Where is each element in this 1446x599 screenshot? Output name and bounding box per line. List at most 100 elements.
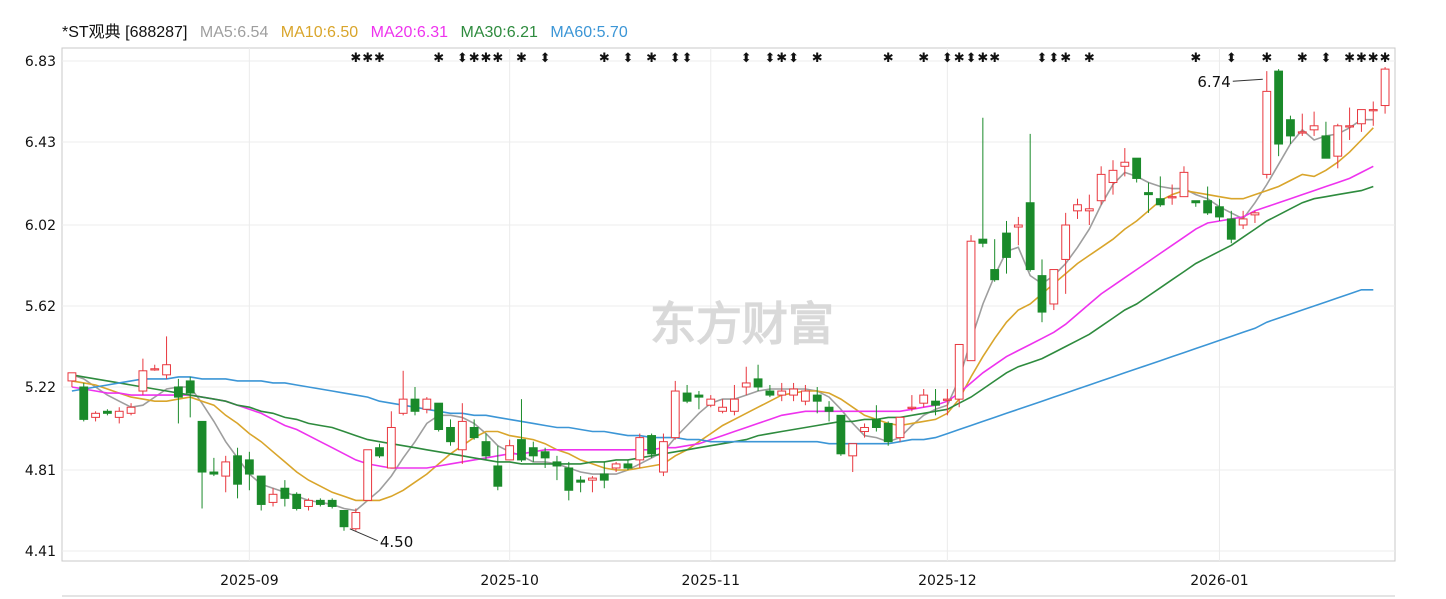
event-marker: ✱ [469, 51, 480, 66]
y-tick-label: 4.41 [25, 544, 56, 560]
plot-frame [61, 47, 1396, 562]
double-event-marker: ⬍ [540, 51, 551, 66]
candle-body [1215, 206, 1224, 218]
candle-body [576, 479, 586, 483]
double-event-marker: ⬍ [1037, 51, 1048, 66]
event-marker: ✱ [516, 51, 527, 66]
event-marker: ✱ [433, 51, 444, 66]
candle-body [599, 473, 609, 481]
annotation-high-label: 6.74 [1197, 73, 1230, 91]
candle-body [162, 364, 171, 376]
double-event-marker: ⬍ [1226, 51, 1237, 66]
candle-body [824, 406, 834, 412]
candle-body [1357, 109, 1366, 125]
ma-line-ma30 [71, 185, 1374, 465]
event-marker: ✱ [1297, 51, 1308, 66]
x-axis-labels: 2025-09 2025-10 2025-11 2025-12 2026-01 [220, 573, 1249, 589]
candle-body [1274, 70, 1284, 145]
candle-body [221, 461, 231, 477]
candle-body [931, 400, 940, 406]
candle-body [138, 370, 148, 392]
candle-body [954, 343, 964, 400]
x-tick-label: 2025-11 [682, 573, 741, 589]
event-marker: ✱ [1261, 51, 1272, 66]
x-tick-label: 2025-10 [480, 573, 539, 589]
candle-body [446, 426, 455, 443]
candle-body [919, 394, 929, 404]
candle-body [493, 465, 503, 487]
event-marker: ✱ [374, 51, 385, 66]
double-event-marker: ⬍ [764, 51, 775, 66]
event-marker: ✱ [1084, 51, 1095, 66]
candle-body [126, 406, 136, 414]
double-event-marker: ⬍ [670, 51, 681, 66]
candle-body [1191, 200, 1201, 204]
candle-body [1167, 196, 1177, 199]
double-event-marker: ⬍ [741, 51, 752, 66]
candle-body [67, 372, 77, 382]
candle-body [1025, 202, 1035, 271]
candle-body [883, 422, 893, 443]
event-marker: ✱ [492, 51, 503, 66]
candle-body [114, 410, 124, 418]
candle-body [1321, 135, 1331, 159]
ma-line-ma20 [71, 165, 1374, 469]
event-marker: ✱ [883, 51, 894, 66]
event-marker: ✱ [1190, 51, 1201, 66]
candle-body [942, 398, 952, 401]
event-marker: ✱ [1356, 51, 1367, 66]
candle-body [718, 406, 727, 412]
candle-body [647, 435, 657, 455]
event-marker: ✱ [954, 51, 965, 66]
candle-body [469, 426, 479, 439]
candle-body [1262, 90, 1272, 175]
candle-body [848, 443, 858, 457]
candles [67, 67, 1390, 531]
annotation-arrow [349, 528, 379, 542]
candle-body [398, 398, 408, 414]
candle-body [1096, 173, 1106, 202]
candle-body [871, 418, 881, 428]
candle-body [422, 398, 432, 410]
candle-body [978, 238, 988, 244]
event-marker: ✱ [776, 51, 787, 66]
event-marker: ✱ [977, 51, 988, 66]
event-marker: ✱ [481, 51, 492, 66]
candle-body [659, 441, 668, 473]
candle-body [410, 398, 420, 412]
candle-body [304, 499, 313, 507]
candle-body [315, 499, 325, 505]
y-tick-label: 4.81 [25, 463, 56, 479]
candle-body [966, 240, 976, 362]
candle-body [1286, 119, 1295, 137]
candle-body [150, 368, 160, 371]
double-event-marker: ⬍ [457, 51, 468, 66]
candle-body [517, 439, 526, 461]
candle-body [682, 392, 692, 402]
candle-body [836, 414, 846, 455]
event-marker: ✱ [1368, 51, 1379, 66]
event-marker: ✱ [812, 51, 823, 66]
candle-body [552, 461, 562, 467]
candle-body [103, 410, 112, 414]
candle-body [1368, 109, 1378, 112]
candle-body [1203, 200, 1213, 214]
candle-body [1179, 171, 1189, 198]
candle-body [741, 382, 751, 388]
double-event-marker: ⬍ [966, 51, 977, 66]
candle-body [1144, 192, 1153, 196]
candle-body [1238, 218, 1248, 226]
candle-body [339, 510, 349, 528]
candle-body [1120, 161, 1130, 167]
candle-body [1309, 125, 1319, 131]
annotation-arrow [1232, 78, 1263, 82]
candle-body [1061, 224, 1071, 260]
double-event-marker: ⬍ [622, 51, 633, 66]
candle-body [1155, 198, 1165, 206]
candle-body [386, 426, 396, 469]
candle-body [1049, 269, 1059, 305]
price-annotations: 6.74 4.50 [349, 73, 1263, 551]
x-tick-label: 2025-09 [220, 573, 279, 589]
candle-body [1297, 131, 1307, 134]
